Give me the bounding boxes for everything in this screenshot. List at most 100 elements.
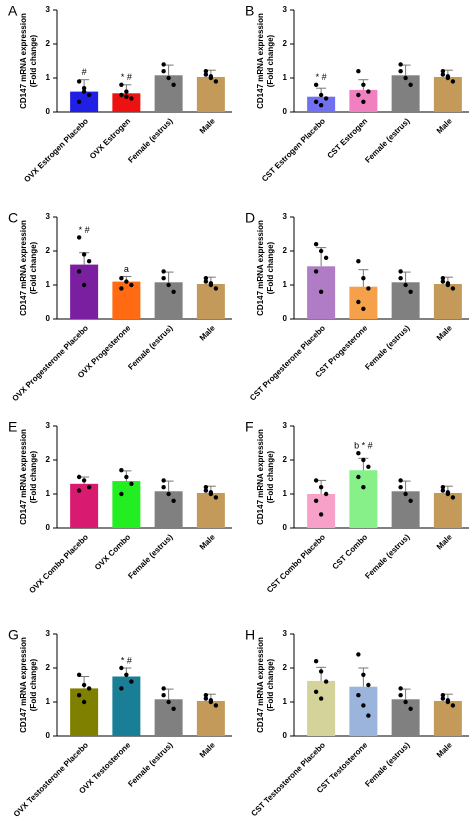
data-point xyxy=(318,512,324,517)
data-point xyxy=(166,699,171,705)
data-point xyxy=(76,693,82,698)
data-point xyxy=(119,276,124,281)
y-tick-label: 0 xyxy=(46,107,51,116)
data-point xyxy=(119,686,124,691)
y-tick-label: 1 xyxy=(283,73,288,82)
data-point xyxy=(129,96,134,101)
x-tick-label: CST Progesterone Placebo xyxy=(248,323,327,402)
y-axis-label: (Fold change) xyxy=(266,658,275,711)
x-tick-label: Female (estrus) xyxy=(363,740,411,788)
data-point xyxy=(166,491,171,497)
data-point xyxy=(213,703,219,708)
data-point xyxy=(76,235,82,240)
bar xyxy=(433,492,462,528)
panel-label: E xyxy=(8,419,17,435)
data-point xyxy=(213,79,219,84)
y-tick-label: 3 xyxy=(46,5,51,14)
data-point xyxy=(318,103,324,108)
x-tick-label: Female (estrus) xyxy=(126,740,174,788)
x-tick-label: Female (estrus) xyxy=(126,532,174,580)
data-point xyxy=(203,696,209,701)
bar xyxy=(349,686,378,736)
bar xyxy=(391,282,420,319)
data-point xyxy=(323,96,329,101)
y-tick-label: 0 xyxy=(283,523,288,532)
y-tick-label: 2 xyxy=(46,455,51,464)
x-tick-label: Male xyxy=(435,116,454,135)
data-point xyxy=(129,282,134,288)
bar xyxy=(154,75,183,112)
data-point xyxy=(129,481,134,486)
data-point xyxy=(398,693,403,698)
data-point xyxy=(208,698,214,703)
x-tick-label: Male xyxy=(198,532,217,551)
data-point xyxy=(366,89,371,94)
data-point xyxy=(119,82,124,88)
data-point xyxy=(398,686,403,691)
annotation: * # xyxy=(121,72,132,82)
y-tick-label: 0 xyxy=(46,523,51,532)
bar xyxy=(154,282,183,319)
data-point xyxy=(76,99,82,105)
x-tick-label: CST Estrogen xyxy=(326,116,370,160)
data-point xyxy=(313,498,319,503)
y-tick-label: 2 xyxy=(283,663,288,672)
x-tick-label: OVX Testosterone Placebo xyxy=(12,740,90,818)
data-point xyxy=(361,485,366,490)
data-point xyxy=(361,99,366,105)
y-tick-label: 1 xyxy=(283,697,288,706)
data-point xyxy=(403,491,408,497)
data-point xyxy=(440,488,446,493)
y-axis-label: CD147 mRNA expression xyxy=(19,429,28,525)
y-tick-label: 0 xyxy=(283,731,288,740)
annotation: * # xyxy=(316,72,327,82)
bar xyxy=(196,76,225,112)
y-tick-label: 3 xyxy=(283,421,288,430)
data-point xyxy=(208,74,214,79)
x-tick-label: OVX Progesterone Placebo xyxy=(10,323,90,403)
y-axis-label: (Fold change) xyxy=(29,241,38,294)
bar xyxy=(391,491,420,528)
data-point xyxy=(398,62,403,67)
data-point xyxy=(161,478,166,483)
data-point xyxy=(445,74,451,79)
data-point xyxy=(318,289,324,294)
bar xyxy=(307,680,336,736)
data-point xyxy=(213,495,219,500)
data-point xyxy=(356,693,361,698)
data-point xyxy=(313,659,319,664)
y-tick-label: 1 xyxy=(46,489,51,498)
data-point xyxy=(171,706,176,711)
data-point xyxy=(366,682,371,688)
bar xyxy=(112,281,141,319)
y-tick-label: 2 xyxy=(283,455,288,464)
x-tick-label: CST Combo xyxy=(331,532,370,571)
data-point xyxy=(408,706,413,711)
x-tick-label: CST Estrogen Placebo xyxy=(260,116,327,183)
bar xyxy=(349,470,378,528)
y-tick-label: 2 xyxy=(283,246,288,255)
x-tick-label: OVX Estrogen xyxy=(88,116,132,160)
annotation: * # xyxy=(121,655,132,665)
data-point xyxy=(408,289,413,294)
y-tick-label: 0 xyxy=(46,314,51,323)
data-point xyxy=(356,299,361,305)
data-point xyxy=(398,69,403,74)
data-point xyxy=(81,478,87,483)
y-axis-label: CD147 mRNA expression xyxy=(19,13,28,109)
x-tick-label: OVX Combo Placebo xyxy=(27,532,90,595)
data-point xyxy=(318,485,324,490)
data-point xyxy=(119,491,124,497)
y-tick-label: 0 xyxy=(283,107,288,116)
data-point xyxy=(323,679,329,684)
data-point xyxy=(361,276,366,281)
y-axis-label: CD147 mRNA expression xyxy=(19,637,28,733)
x-tick-label: Female (estrus) xyxy=(363,116,411,164)
data-point xyxy=(398,276,403,281)
y-tick-label: 3 xyxy=(46,629,51,638)
x-tick-label: Male xyxy=(198,323,217,342)
data-point xyxy=(166,282,171,288)
data-point xyxy=(318,248,324,254)
annotation: b * # xyxy=(354,441,373,451)
data-point xyxy=(313,242,319,247)
